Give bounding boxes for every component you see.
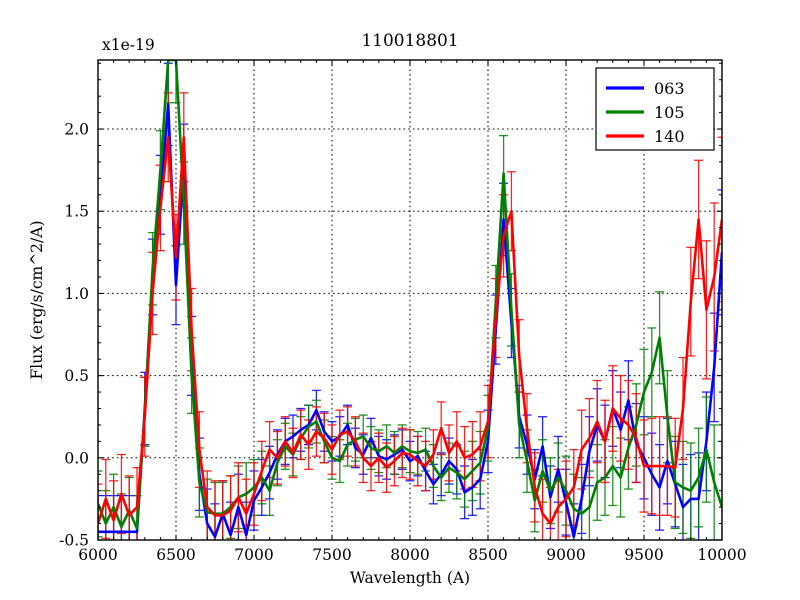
xtick-label-9500: 9500	[624, 546, 663, 564]
xtick-label-6500: 6500	[156, 546, 195, 564]
chart-title: 110018801	[361, 31, 458, 51]
series-line-105	[98, 60, 722, 530]
data-layer	[98, 60, 722, 540]
ytick-label-2: 2.0	[64, 121, 89, 139]
xtick-label-6000: 6000	[78, 546, 117, 564]
ytick-label-0.5: 0.5	[64, 367, 89, 385]
xtick-label-10000: 10000	[697, 546, 746, 564]
x-axis-label: Wavelength (A)	[350, 569, 470, 587]
ytick-label-1: 1.0	[64, 285, 89, 303]
xtick-label-8000: 8000	[390, 546, 429, 564]
y-axis-offset-text: x1e-19	[102, 36, 155, 54]
xtick-label-9000: 9000	[546, 546, 585, 564]
series-line-140	[98, 135, 722, 525]
ytick-label-1.5: 1.5	[64, 203, 89, 221]
legend-label-063: 063	[654, 79, 685, 98]
legend-label-105: 105	[654, 103, 685, 122]
y-axis-label: Flux (erg/s/cm^2/A)	[28, 220, 46, 379]
ytick-label-0: 0.0	[64, 449, 89, 467]
xtick-label-7500: 7500	[312, 546, 351, 564]
ytick-label--0.5: -0.5	[59, 532, 89, 550]
xtick-label-8500: 8500	[468, 546, 507, 564]
xtick-label-7000: 7000	[234, 546, 273, 564]
legend-label-140: 140	[654, 127, 685, 146]
legend: 063 105 140	[595, 67, 715, 151]
